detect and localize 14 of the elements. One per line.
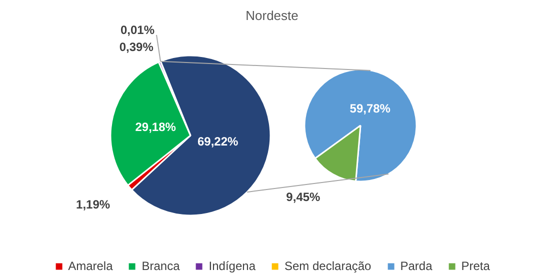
legend-label: Preta xyxy=(461,259,490,273)
data-label: 0,39% xyxy=(119,40,154,54)
data-label: 1,19% xyxy=(76,198,110,212)
data-label: 69,22% xyxy=(197,134,239,149)
legend-label: Sem declaração xyxy=(284,259,372,273)
data-label: 9,45% xyxy=(286,190,321,204)
data-label: 59,78% xyxy=(350,101,391,116)
legend-label: Amarela xyxy=(68,259,113,273)
data-label: 29,18% xyxy=(135,120,176,134)
legend-label: Branca xyxy=(142,259,180,273)
data-label: 0,01% xyxy=(120,22,155,37)
legend-label: Parda xyxy=(400,259,432,273)
chart-title: Nordeste xyxy=(246,8,298,23)
legend-label: Indígena xyxy=(208,259,256,273)
